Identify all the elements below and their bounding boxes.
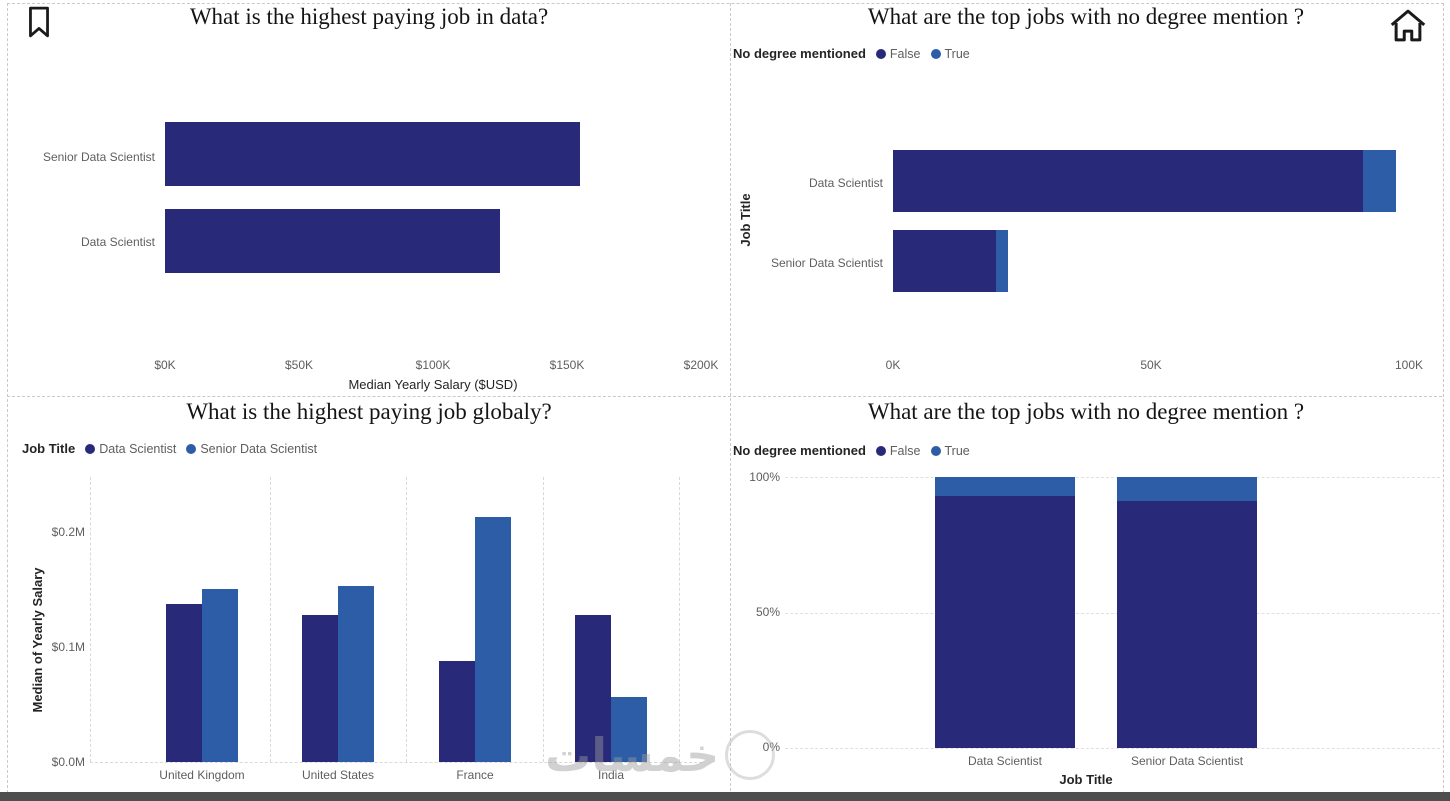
legend-item-false[interactable]: False bbox=[875, 443, 921, 458]
chart3-category-label: United States bbox=[301, 768, 375, 782]
legend-item-data-scientist[interactable]: Data Scientist bbox=[85, 442, 176, 456]
chart1-x-tick: $150K bbox=[549, 358, 585, 372]
chart3-plot-area bbox=[90, 477, 702, 763]
bar[interactable] bbox=[165, 122, 581, 186]
chart2-category-label: Senior Data Scientist bbox=[770, 256, 883, 270]
legend-swatch-blue-icon bbox=[186, 443, 197, 454]
bar[interactable] bbox=[611, 697, 647, 762]
legend-label: Senior Data Scientist bbox=[200, 441, 318, 456]
gridline bbox=[679, 477, 680, 762]
bottom-bar bbox=[0, 792, 1450, 801]
legend-swatch-true-icon bbox=[930, 48, 941, 59]
chart3-y-tick: $0.2M bbox=[51, 525, 85, 539]
bar[interactable] bbox=[165, 209, 500, 273]
gridline bbox=[785, 748, 1440, 749]
chart4-y-tick: 100% bbox=[749, 470, 780, 484]
chart2-title: What are the top jobs with no degree men… bbox=[867, 4, 1305, 29]
gridline bbox=[785, 612, 1440, 614]
bar-segment[interactable] bbox=[1362, 150, 1397, 212]
bar-segment[interactable] bbox=[1117, 477, 1257, 503]
chart1-x-tick: $50K bbox=[284, 358, 314, 372]
legend-item-true[interactable]: True bbox=[930, 443, 970, 458]
legend-swatch-navy-icon bbox=[85, 443, 96, 454]
horizontal-separator bbox=[7, 396, 1442, 397]
watermark-logo-icon bbox=[725, 730, 776, 780]
legend-label: Data Scientist bbox=[99, 441, 177, 456]
chart1-x-tick: $200K bbox=[683, 358, 719, 372]
legend-swatch-true-icon bbox=[930, 445, 941, 456]
chart4-legend: No degree mentioned False True bbox=[733, 443, 970, 458]
chart3-category-label: France bbox=[456, 768, 494, 782]
bar-segment[interactable] bbox=[935, 477, 1075, 497]
chart2-plot-area bbox=[893, 115, 1409, 350]
chart3-title: What is the highest paying job globaly? bbox=[186, 399, 552, 424]
chart1-x-axis-title: Median Yearly Salary ($USD) bbox=[348, 377, 518, 392]
bar-segment[interactable] bbox=[893, 150, 1363, 212]
legend-swatch-false-icon bbox=[875, 445, 886, 456]
gridline bbox=[543, 477, 544, 762]
bar[interactable] bbox=[302, 614, 338, 762]
watermark: خمسات bbox=[545, 728, 776, 782]
chart1-title: What is the highest paying job in data? bbox=[189, 4, 549, 29]
chart3-legend: Job Title Data Scientist Senior Data Sci… bbox=[22, 441, 317, 456]
chart3-category-label: United Kingdom bbox=[159, 768, 245, 782]
chart2-category-label: Data Scientist bbox=[808, 176, 883, 190]
chart1-x-tick: $100K bbox=[415, 358, 451, 372]
gridline bbox=[270, 477, 271, 762]
chart4-plot-area bbox=[785, 477, 1440, 749]
chart2-x-tick: 0K bbox=[885, 358, 901, 372]
bar-segment[interactable] bbox=[996, 230, 1008, 292]
bar[interactable] bbox=[338, 586, 374, 762]
chart2-x-tick: 100K bbox=[1394, 358, 1424, 372]
legend-label: True bbox=[944, 46, 970, 61]
bar-segment[interactable] bbox=[893, 230, 997, 292]
bar[interactable] bbox=[166, 603, 202, 762]
legend-title: No degree mentioned bbox=[733, 443, 866, 458]
chart3-y-tick: $0.0M bbox=[51, 755, 85, 769]
chart4-y-tick: 50% bbox=[755, 605, 780, 619]
legend-label: True bbox=[944, 443, 970, 458]
chart2-x-tick: 50K bbox=[1140, 358, 1162, 372]
bar[interactable] bbox=[475, 516, 511, 762]
gridline bbox=[785, 477, 1440, 478]
bar-segment[interactable] bbox=[1117, 501, 1257, 748]
legend-title: No degree mentioned bbox=[733, 46, 866, 61]
axis-line bbox=[90, 762, 702, 763]
legend-item-senior-data-scientist[interactable]: Senior Data Scientist bbox=[186, 442, 317, 456]
chart1-plot-area bbox=[165, 90, 701, 355]
home-icon[interactable] bbox=[1388, 7, 1428, 49]
bar[interactable] bbox=[575, 614, 611, 762]
vertical-separator bbox=[730, 3, 731, 791]
gridline bbox=[406, 477, 407, 762]
bar[interactable] bbox=[202, 588, 238, 762]
watermark-text: خمسات bbox=[545, 729, 720, 781]
legend-title: Job Title bbox=[22, 441, 76, 456]
chart4-title: What are the top jobs with no degree men… bbox=[867, 399, 1305, 424]
chart1-category-label: Data Scientist bbox=[80, 235, 155, 249]
chart1-category-label: Senior Data Scientist bbox=[42, 150, 155, 164]
legend-swatch-false-icon bbox=[875, 48, 886, 59]
chart4-category-label: Senior Data Scientist bbox=[1130, 754, 1244, 768]
chart2-legend: No degree mentioned False True bbox=[733, 46, 970, 61]
legend-label: False bbox=[889, 443, 921, 458]
legend-item-false[interactable]: False bbox=[875, 46, 921, 61]
chart3-category-label: India bbox=[597, 768, 625, 782]
chart3-y-tick: $0.1M bbox=[51, 640, 85, 654]
bookmark-icon[interactable] bbox=[26, 6, 52, 43]
chart4-category-label: Data Scientist bbox=[967, 754, 1043, 768]
chart1-x-tick: $0K bbox=[154, 358, 176, 372]
legend-item-true[interactable]: True bbox=[930, 46, 970, 61]
bar[interactable] bbox=[439, 660, 475, 762]
bar-segment[interactable] bbox=[935, 495, 1075, 748]
chart4-x-axis-title: Job Title bbox=[1059, 772, 1113, 787]
legend-label: False bbox=[889, 46, 921, 61]
gridline bbox=[90, 477, 91, 762]
